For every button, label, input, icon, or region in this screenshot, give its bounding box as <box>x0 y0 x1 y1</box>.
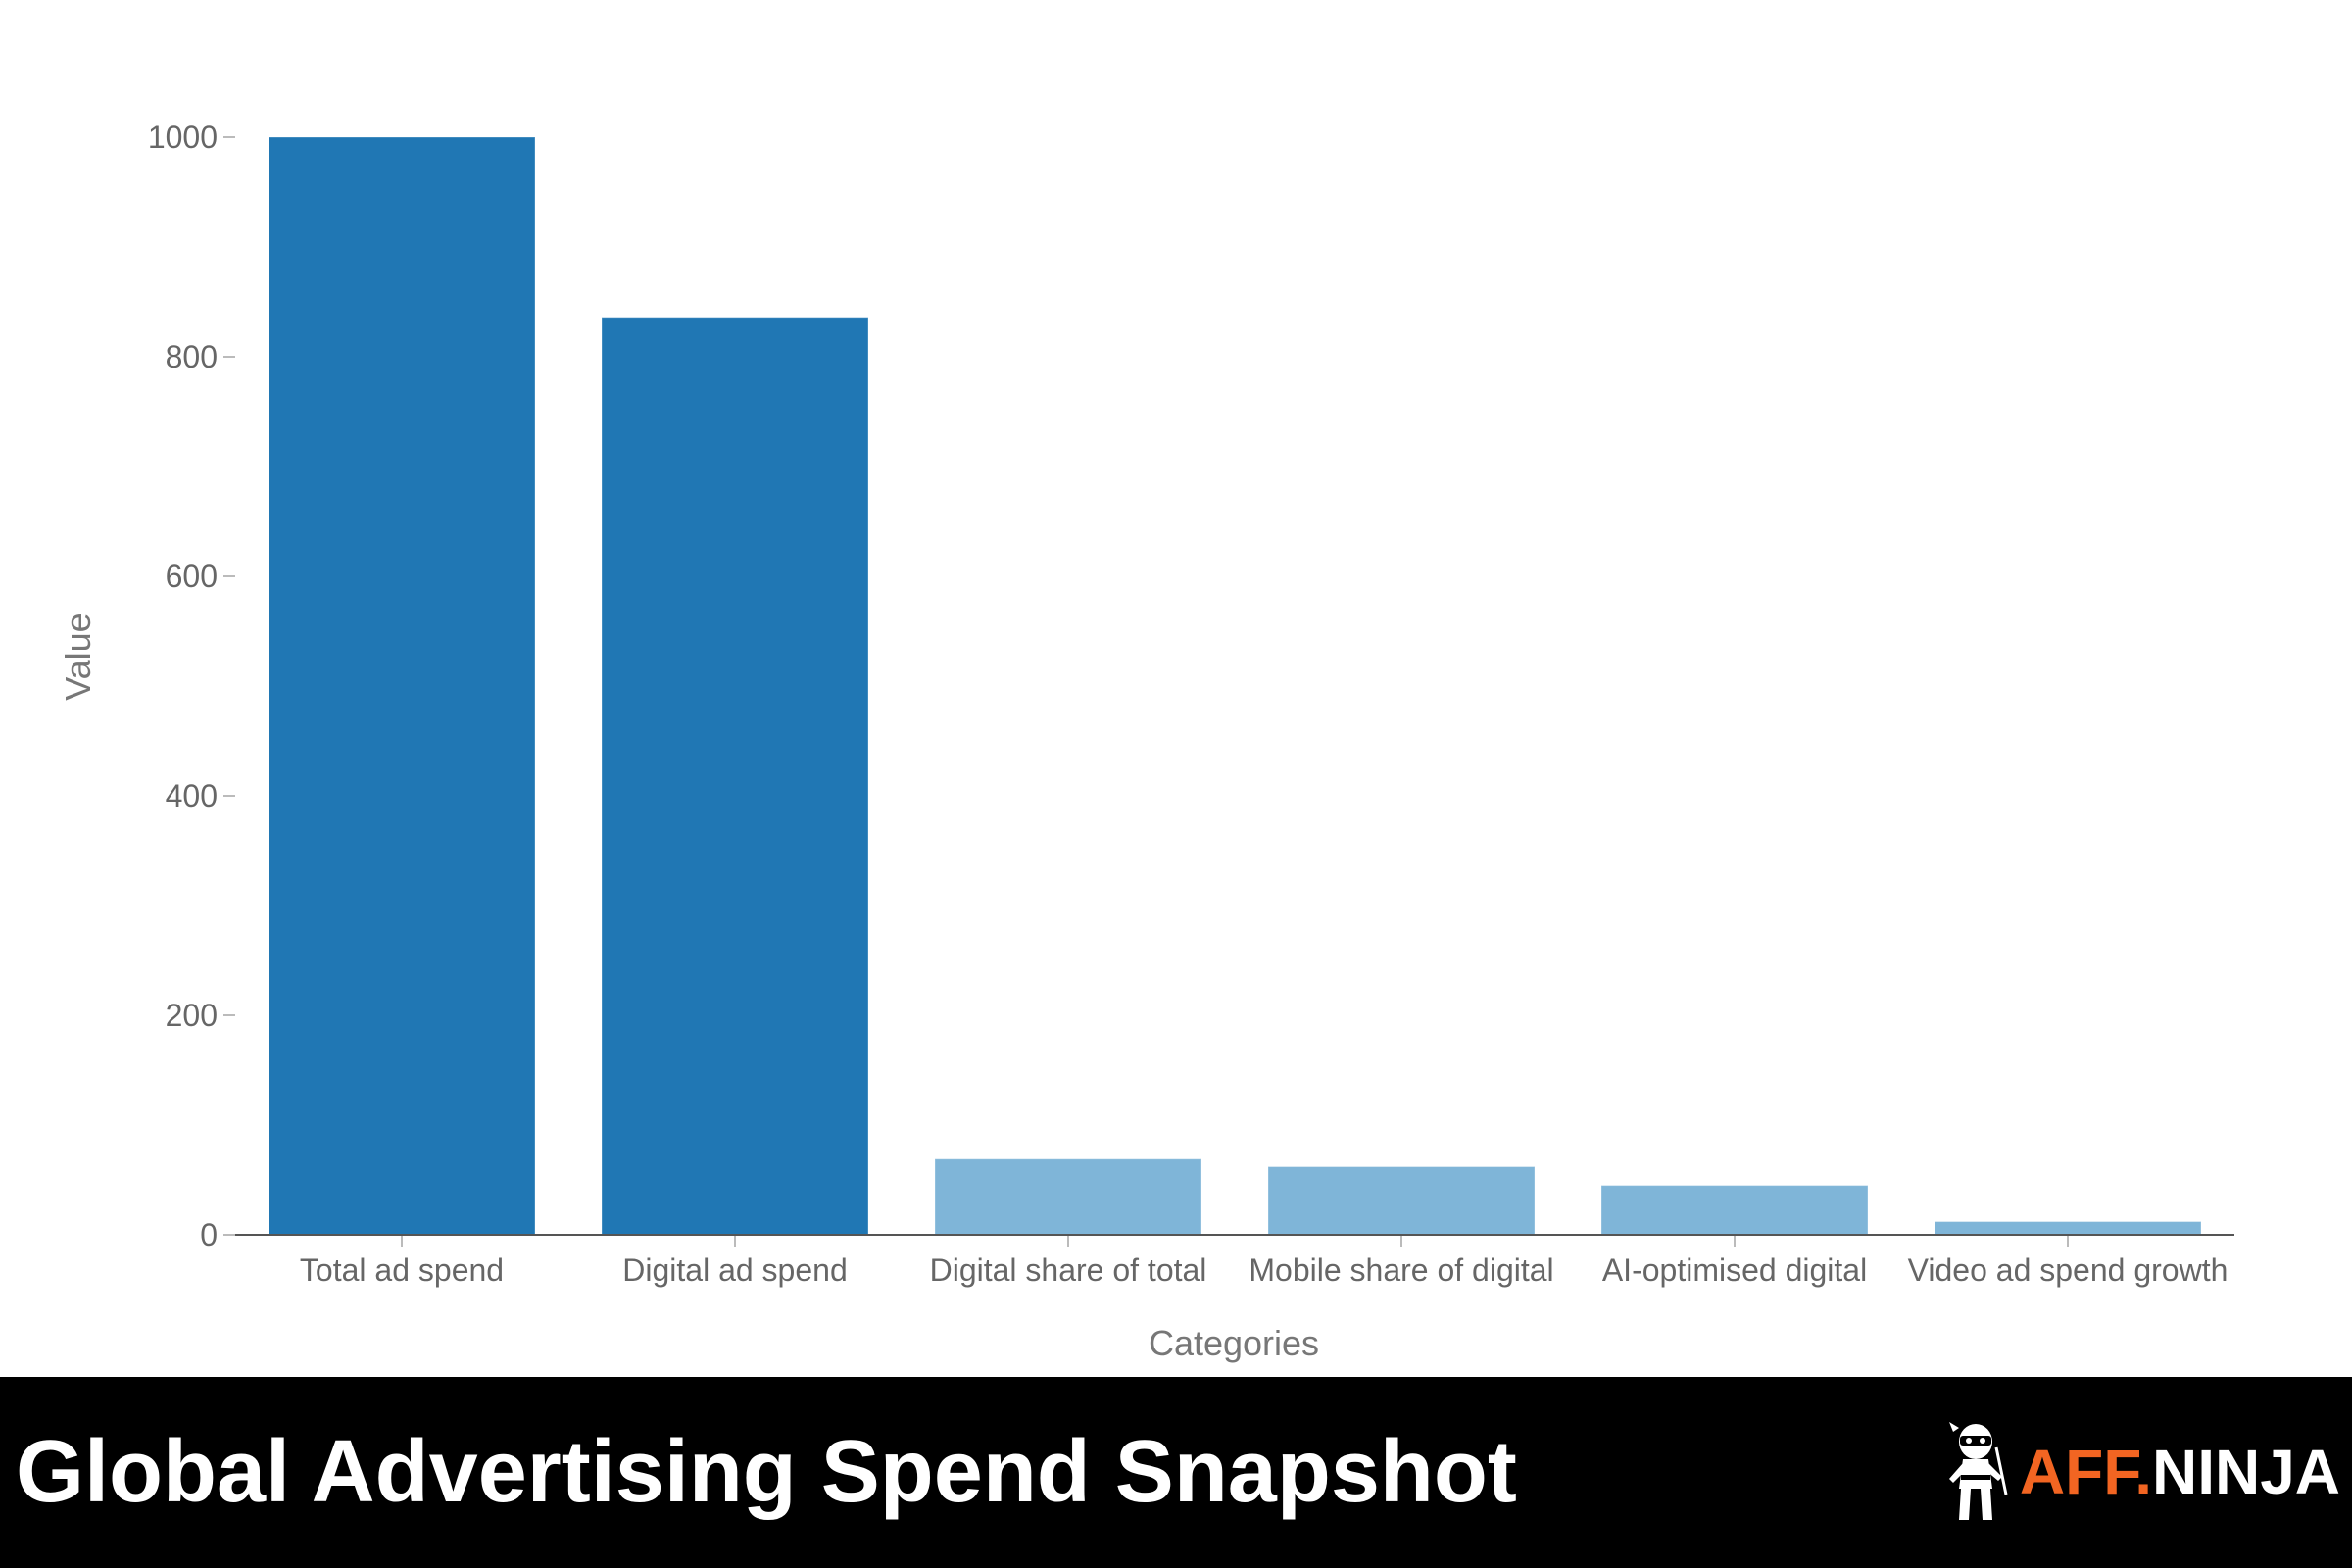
bar <box>268 136 536 1236</box>
footer-banner: Global Advertising Spend Snapshot AFF.NI… <box>0 1377 2352 1568</box>
chart-area: 0 200 400 600 800 1000 Total ad spend Digital … <box>58 120 2234 1363</box>
ninja-mascot-icon <box>1948 1422 2008 1520</box>
x-tick-label: Digital share of total <box>930 1252 1207 1288</box>
logo-accent-text: AFF. <box>2019 1437 2152 1507</box>
bar <box>601 317 869 1236</box>
bar <box>1934 1221 2202 1236</box>
chart-title: Global Advertising Spend Snapshot <box>16 1423 1517 1521</box>
bars <box>268 136 2202 1236</box>
bar <box>1600 1185 1869 1236</box>
bar <box>934 1158 1202 1236</box>
logo-main-text: NINJA <box>2151 1437 2340 1507</box>
bar-chart: 0 200 400 600 800 1000 Total ad spend Digital … <box>58 120 2234 1363</box>
y-tick-label: 200 <box>166 998 218 1033</box>
x-tick-label: Digital ad spend <box>622 1252 847 1288</box>
x-axis: Total ad spend Digital ad spend Digital sh… <box>235 1234 2234 1288</box>
y-tick-label: 800 <box>166 339 218 374</box>
logo-text: AFF.NINJA <box>2020 1433 2340 1511</box>
y-axis-title: Value <box>58 612 98 700</box>
y-axis: 0 200 400 600 800 1000 <box>148 120 235 1252</box>
x-axis-title: Categories <box>1149 1323 1319 1363</box>
x-tick-label: Mobile share of digital <box>1249 1252 1553 1288</box>
bar <box>1267 1166 1536 1236</box>
brand-logo: AFF.NINJA <box>1941 1408 2340 1536</box>
x-tick-label: Video ad spend growth <box>1908 1252 2229 1288</box>
y-tick-label: 1000 <box>148 120 218 155</box>
y-tick-label: 400 <box>166 778 218 813</box>
x-tick-label: Total ad spend <box>300 1252 504 1288</box>
y-tick-label: 600 <box>166 559 218 594</box>
x-tick-label: AI-optimised digital <box>1602 1252 1867 1288</box>
y-tick-label: 0 <box>200 1217 218 1252</box>
